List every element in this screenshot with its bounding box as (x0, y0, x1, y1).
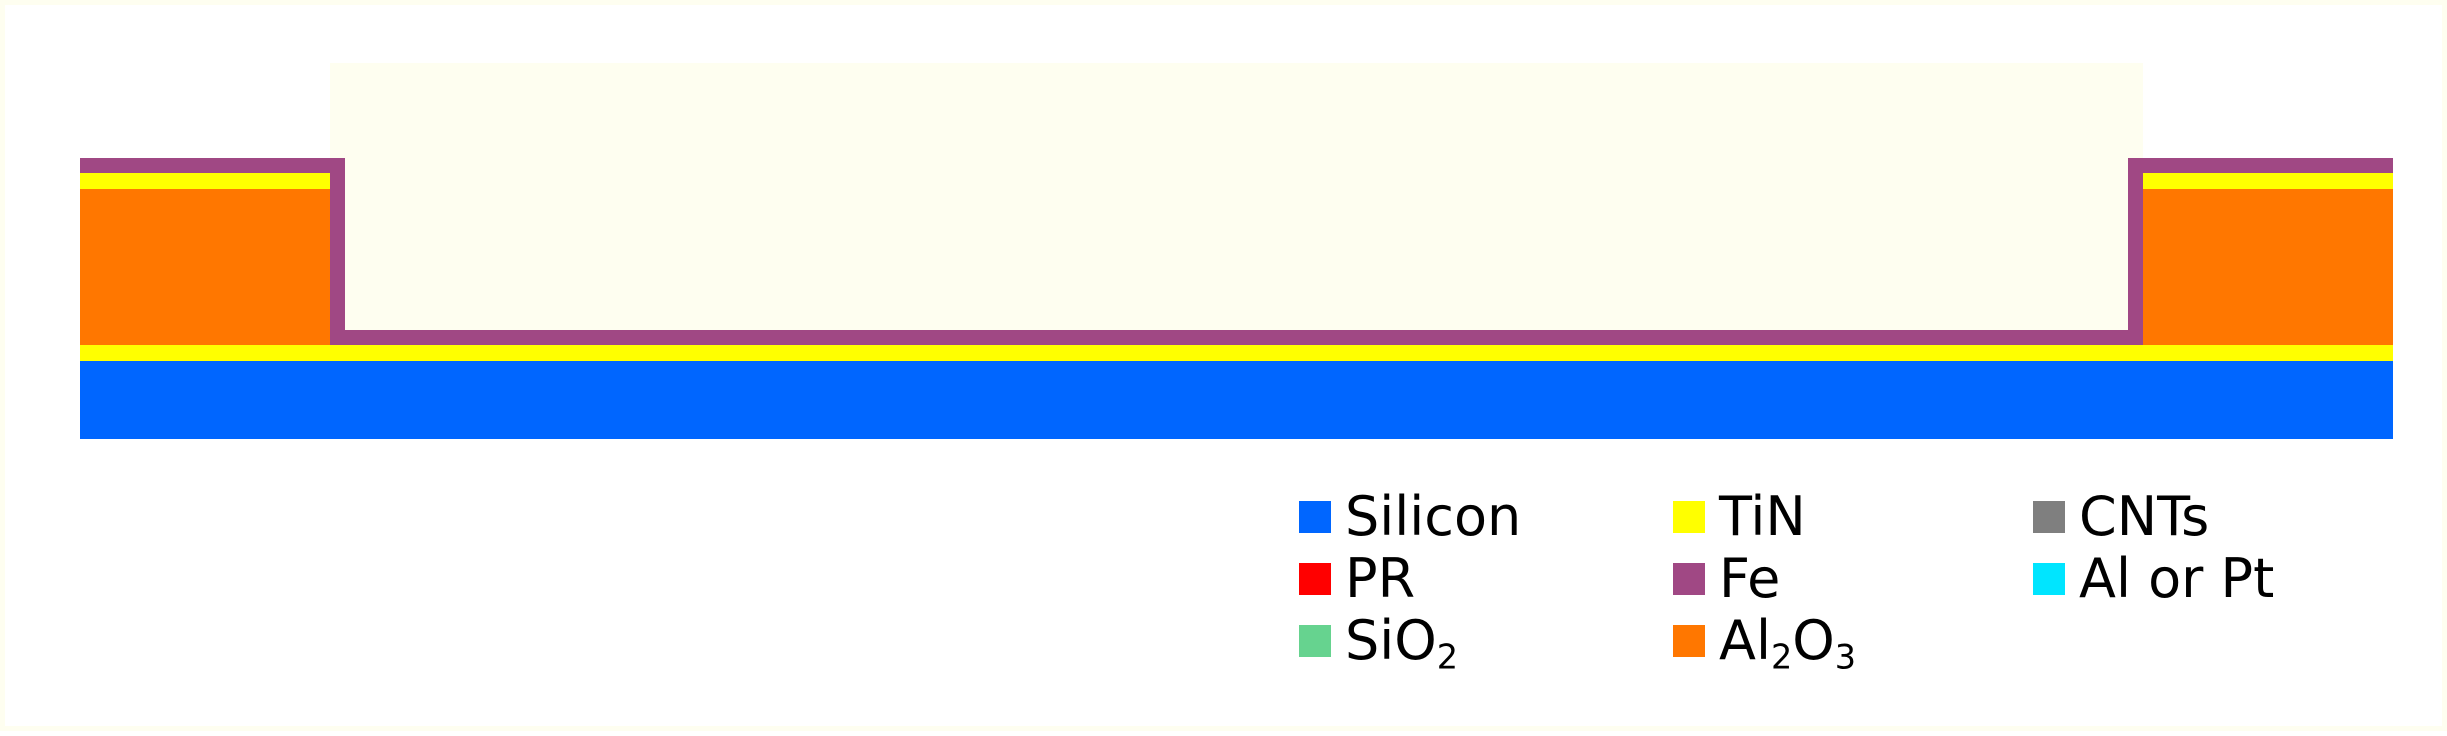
legend-label-tin: TiN (1719, 485, 1806, 548)
swatch-tin (1673, 501, 1705, 533)
fe-top-left (80, 158, 345, 173)
legend-item-tin: TiN (1673, 487, 1806, 547)
legend-label-cnts: CNTs (2079, 485, 2210, 548)
legend-label-sio2: SiO2 (1345, 609, 1459, 677)
legend-label-pr: PR (1345, 547, 1416, 610)
silicon-substrate (80, 361, 2393, 439)
fe-right-wall (2128, 158, 2143, 345)
legend-label-silicon: Silicon (1345, 485, 1522, 548)
legend-item-cnts: CNTs (2033, 487, 2209, 547)
legend-label-al2o3: Al2O3 (1719, 609, 1857, 677)
swatch-pr (1299, 563, 1331, 595)
legend-label-fe: Fe (1719, 547, 1781, 610)
fe-bottom (330, 330, 2143, 345)
opening-region (330, 63, 2143, 343)
legend-item-silicon: Silicon (1299, 487, 1521, 547)
tin-top-left (80, 173, 330, 189)
layer-stack-drawing (80, 63, 2393, 439)
al2o3-left-block (80, 189, 330, 345)
al2o3-right-block (2143, 189, 2393, 345)
tin-bottom-layer (80, 345, 2393, 361)
swatch-sio2 (1299, 625, 1331, 657)
legend-label-al-pt: Al or Pt (2079, 547, 2275, 610)
fe-top-right (2128, 158, 2393, 173)
legend-item-sio2: SiO2 (1299, 609, 1459, 677)
legend-item-pr: PR (1299, 549, 1415, 609)
legend-item-al2o3: Al2O3 (1673, 609, 1857, 677)
swatch-silicon (1299, 501, 1331, 533)
legend-item-fe: Fe (1673, 549, 1780, 609)
swatch-al2o3 (1673, 625, 1705, 657)
swatch-cnts (2033, 501, 2065, 533)
swatch-fe (1673, 563, 1705, 595)
fe-left-wall (330, 158, 345, 345)
legend-item-al-pt: Al or Pt (2033, 549, 2274, 609)
tin-top-right (2143, 173, 2393, 189)
swatch-al-pt (2033, 563, 2065, 595)
